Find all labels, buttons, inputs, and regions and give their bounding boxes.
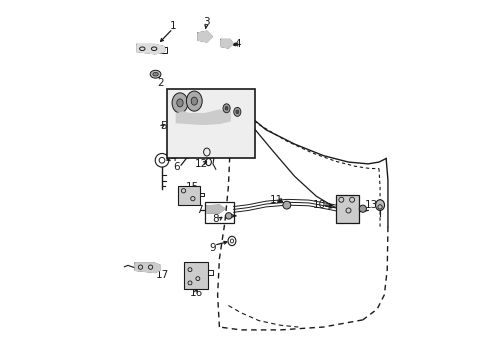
Text: 1: 1 xyxy=(169,21,176,31)
Text: 9: 9 xyxy=(208,243,215,253)
Polygon shape xyxy=(135,263,160,273)
Ellipse shape xyxy=(223,104,230,113)
Ellipse shape xyxy=(186,91,202,111)
Text: 4: 4 xyxy=(234,39,240,49)
Text: 15: 15 xyxy=(185,182,199,192)
Text: 11: 11 xyxy=(269,195,283,205)
Text: 10: 10 xyxy=(313,200,325,210)
Ellipse shape xyxy=(282,201,290,209)
Text: 5: 5 xyxy=(160,121,167,131)
Ellipse shape xyxy=(153,72,158,76)
Text: 14: 14 xyxy=(164,153,177,163)
Bar xyxy=(335,195,359,223)
Bar xyxy=(178,186,199,205)
Polygon shape xyxy=(137,44,165,54)
Bar xyxy=(204,202,233,223)
Ellipse shape xyxy=(225,213,231,219)
Text: 13: 13 xyxy=(365,200,378,210)
Polygon shape xyxy=(206,205,224,213)
Ellipse shape xyxy=(235,110,238,114)
Text: 3: 3 xyxy=(203,17,210,27)
Text: 7: 7 xyxy=(196,206,203,216)
Text: 17: 17 xyxy=(155,270,168,280)
Text: 2: 2 xyxy=(157,78,163,88)
Ellipse shape xyxy=(375,200,384,211)
Text: 12: 12 xyxy=(194,159,208,169)
Text: 8: 8 xyxy=(212,215,219,224)
Ellipse shape xyxy=(233,107,241,116)
Ellipse shape xyxy=(191,97,197,105)
Ellipse shape xyxy=(359,205,366,212)
Ellipse shape xyxy=(177,99,183,107)
Ellipse shape xyxy=(224,107,227,110)
Bar xyxy=(183,262,207,289)
Polygon shape xyxy=(221,40,233,48)
Text: 16: 16 xyxy=(189,288,203,298)
Text: 6: 6 xyxy=(173,162,179,172)
Polygon shape xyxy=(176,110,230,125)
Ellipse shape xyxy=(172,93,187,113)
Polygon shape xyxy=(198,31,212,42)
Ellipse shape xyxy=(150,70,161,78)
Bar xyxy=(167,89,255,158)
